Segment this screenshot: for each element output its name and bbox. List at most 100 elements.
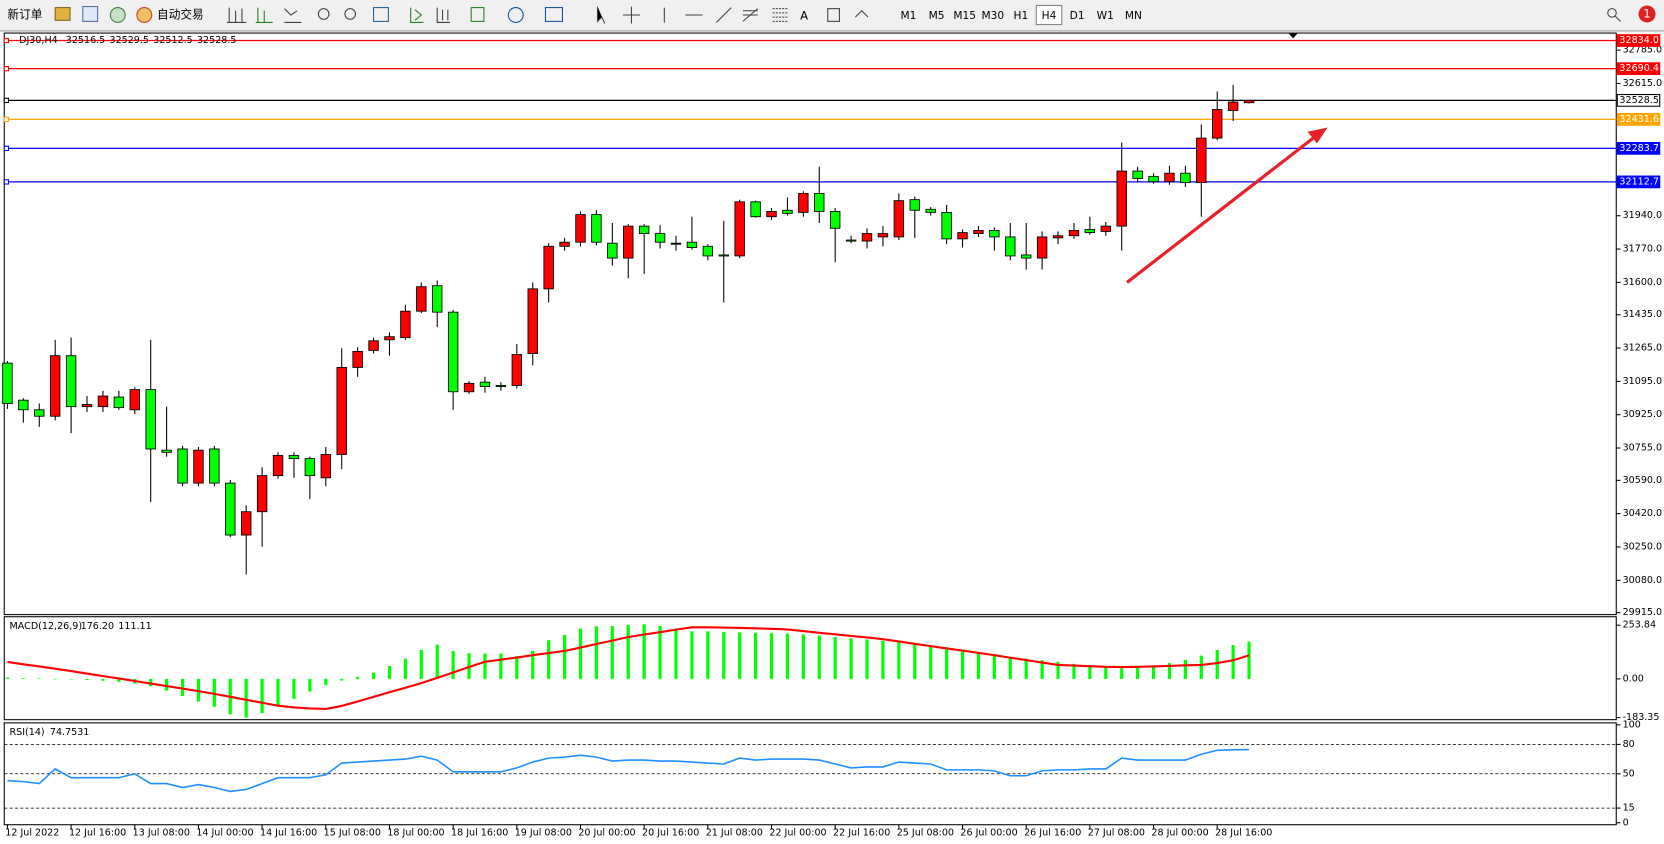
candle-body	[384, 336, 395, 341]
icon[interactable]	[284, 8, 302, 23]
candle-body	[272, 455, 284, 477]
macd-bar	[547, 640, 551, 679]
icon[interactable]	[255, 7, 273, 23]
y-tick-label: 80	[1623, 739, 1635, 750]
candle-body	[145, 389, 156, 450]
level-handle	[3, 97, 10, 104]
icon[interactable]	[344, 8, 357, 20]
icon[interactable]	[596, 6, 606, 24]
price-label-bg	[1616, 113, 1661, 126]
icon[interactable]	[663, 7, 732, 23]
candle-body	[1036, 236, 1048, 259]
icon[interactable]	[436, 7, 450, 23]
icon[interactable]	[1614, 15, 1621, 22]
price-label: 32690.4	[1619, 63, 1658, 74]
candle-body	[591, 214, 602, 243]
candle-body	[1084, 229, 1096, 234]
icon[interactable]	[854, 10, 869, 18]
candle-body	[957, 232, 968, 240]
icon[interactable]	[410, 7, 424, 23]
icon[interactable]	[109, 7, 126, 23]
candle-body	[129, 389, 140, 411]
icon[interactable]	[1607, 8, 1617, 18]
macd-bar	[738, 632, 742, 679]
current-price-label: 32528.5	[1619, 95, 1658, 106]
icon[interactable]	[227, 7, 247, 23]
icon[interactable]	[827, 8, 840, 22]
macd-bar	[37, 678, 41, 679]
macd-bar	[929, 645, 933, 679]
candle-body	[861, 233, 873, 242]
icon[interactable]	[470, 7, 485, 22]
timeframe-button[interactable]: H4	[1042, 9, 1057, 22]
icon[interactable]	[136, 7, 153, 23]
icon[interactable]	[507, 7, 524, 23]
macd-bar	[881, 640, 885, 679]
icon[interactable]	[54, 7, 71, 21]
icon[interactable]	[772, 8, 788, 22]
notification-badge[interactable]	[1638, 5, 1656, 23]
candle-body	[702, 245, 714, 257]
macd-bar	[260, 678, 264, 714]
icon[interactable]	[742, 8, 759, 22]
price-label-bg	[1616, 62, 1661, 76]
main-panel	[3, 32, 1617, 616]
timeframe-button[interactable]: M1	[900, 9, 916, 22]
timeframe-button[interactable]: H1	[1014, 9, 1029, 22]
tool-icons	[227, 6, 1621, 24]
timeframe-button[interactable]: M5	[929, 9, 945, 22]
macd-bar	[801, 634, 805, 679]
x-tick-label: 18 Jul 16:00	[451, 828, 508, 839]
candle-body	[447, 311, 459, 393]
x-tick-label: 14 Jul 16:00	[260, 828, 317, 839]
active-timeframe	[1035, 4, 1063, 26]
candle-body	[34, 409, 45, 417]
badge-count: 1	[1643, 6, 1650, 20]
timeframe-button[interactable]: MN	[1125, 9, 1142, 22]
macd-bar	[1247, 641, 1251, 679]
x-tick-label: 15 Jul 08:00	[324, 828, 381, 839]
y-tick-label: 30755.0	[1623, 443, 1662, 454]
macd-bar	[356, 676, 360, 679]
candle-body	[1116, 170, 1127, 227]
macd-bar	[1183, 659, 1187, 679]
macd-bar	[324, 678, 328, 686]
macd-bar	[1104, 667, 1108, 679]
candle-body	[1164, 172, 1175, 183]
icon[interactable]	[622, 6, 640, 24]
timeframe-button[interactable]: D1	[1070, 9, 1085, 22]
price-label: 32112.7	[1619, 176, 1658, 187]
y-tick-label: 30590.0	[1623, 475, 1662, 486]
macd-bar	[5, 677, 10, 679]
macd-bar	[117, 678, 121, 682]
auto-trading-button[interactable]: 自动交易	[157, 8, 204, 22]
timeframe-button[interactable]: W1	[1097, 9, 1114, 22]
macd-signal	[7, 626, 1250, 710]
macd-bar	[897, 642, 901, 679]
macd-bar	[483, 653, 487, 679]
y-tick-label: 31265.0	[1623, 343, 1662, 354]
candle-body	[1212, 109, 1223, 139]
new-order-button[interactable]: 新订单	[7, 8, 42, 22]
candle-body	[18, 399, 29, 411]
timeframe-button[interactable]: M30	[981, 9, 1004, 22]
candle-body	[877, 233, 889, 238]
candle-body	[670, 242, 682, 245]
candle-body	[941, 211, 952, 240]
candle-body	[352, 350, 363, 368]
rsi-line	[7, 748, 1250, 793]
icon[interactable]	[317, 8, 330, 20]
text-tool[interactable]: A	[800, 9, 808, 23]
icon[interactable]	[544, 7, 563, 22]
timeframe-button[interactable]: M15	[953, 9, 976, 22]
macd-bar	[1120, 668, 1124, 679]
x-tick-label: 21 Jul 08:00	[706, 828, 763, 839]
candle-body	[193, 449, 204, 484]
macd-bar	[865, 639, 869, 679]
icon[interactable]	[373, 7, 389, 22]
icon[interactable]	[82, 5, 99, 22]
macd-bar	[1072, 663, 1076, 679]
macd-bar	[308, 678, 312, 692]
level-handle	[3, 37, 10, 44]
candle-body	[241, 511, 252, 536]
